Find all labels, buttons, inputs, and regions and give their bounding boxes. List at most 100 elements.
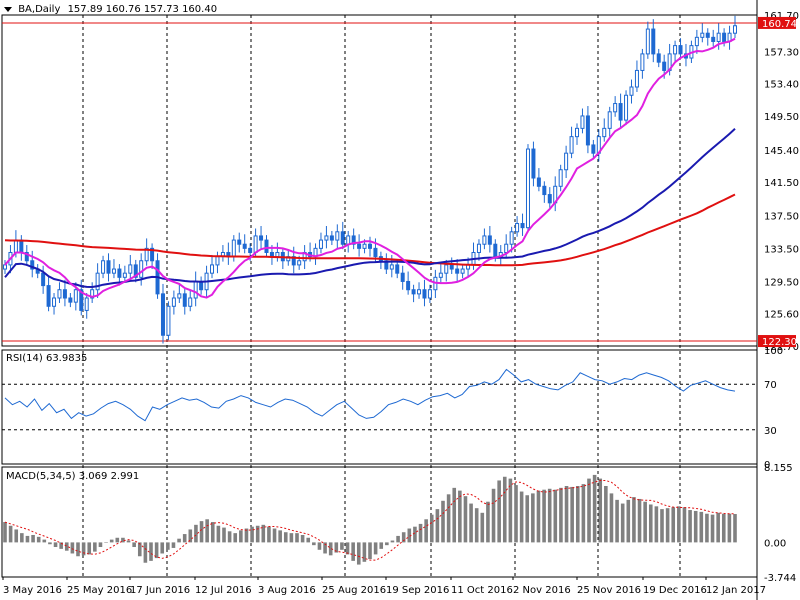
candle-body (733, 25, 737, 34)
macd-bar (64, 542, 69, 551)
price-axis-label: 125.60 (764, 310, 799, 321)
price-axis-label: 157.30 (764, 47, 799, 58)
candle-body (640, 53, 645, 71)
macd-bar (137, 542, 142, 557)
macd-bar (340, 542, 344, 550)
candle-body (210, 264, 215, 274)
macd-bar (463, 496, 468, 543)
candle-body (634, 69, 639, 88)
macd-axis-label: -3.744 (764, 573, 796, 584)
lower-line-tag-bg (758, 335, 796, 348)
candle-body (607, 111, 612, 129)
price-axis-label: 137.50 (764, 211, 799, 222)
candle-body (422, 289, 427, 299)
macd-bar (255, 525, 260, 543)
candle-body (3, 264, 7, 270)
time-axis-label: 12 Jul 2016 (195, 585, 252, 596)
macd-bar (31, 534, 35, 543)
candle-body (417, 289, 422, 295)
macd-bar (48, 542, 52, 545)
candle-body (624, 94, 629, 121)
macd-bar (244, 528, 249, 543)
macd-bar (632, 497, 636, 543)
macd-bar (8, 525, 13, 543)
candle-body (629, 86, 634, 96)
macd-bar (592, 474, 597, 543)
macd-label: MACD(5,34,5) 3.069 2.991 (6, 471, 140, 482)
candle-body (84, 297, 89, 311)
macd-bar (547, 488, 552, 543)
candle-body (79, 289, 84, 311)
candle-body (585, 115, 590, 146)
macd-bar (682, 507, 687, 543)
candle-body (455, 268, 460, 274)
candle-body (651, 28, 656, 55)
macd-bar (368, 542, 372, 560)
candle-body (335, 231, 340, 241)
macd-bar (407, 528, 412, 543)
macd-bar (362, 542, 367, 562)
macd-bar (98, 542, 103, 548)
rsi-panel[interactable] (2, 368, 757, 431)
macd-bar (177, 538, 181, 543)
macd-bar (76, 542, 80, 557)
candle-body (111, 268, 116, 274)
rsi-axis-label: 100 (764, 346, 783, 357)
candle-body (373, 247, 378, 258)
candle-body (694, 36, 699, 47)
candle-body (613, 103, 618, 113)
candle-body (673, 45, 678, 55)
candle-body (275, 251, 280, 258)
rsi-label: RSI(14) 63.9835 (6, 353, 88, 364)
triangle-down-icon[interactable] (4, 6, 12, 12)
macd-bar (508, 478, 513, 543)
candle-body (476, 243, 481, 253)
macd-bar (531, 493, 535, 543)
time-axis-label: 17 Jun 2016 (130, 585, 190, 596)
time-axis-label: 2 Nov 2016 (513, 585, 571, 596)
macd-bar (3, 522, 7, 543)
macd-bar (446, 494, 451, 543)
price-panel[interactable] (2, 15, 757, 344)
price-axis-label: 133.50 (764, 244, 799, 255)
macd-bar (536, 490, 541, 543)
time-axis-label: 19 Sep 2016 (386, 585, 449, 596)
candle-body (133, 264, 138, 278)
macd-bar (160, 542, 165, 554)
panel-frames (1, 0, 758, 600)
macd-bar (441, 500, 445, 543)
candle-body (90, 289, 95, 299)
candle-body (656, 53, 661, 63)
macd-bar (109, 539, 114, 543)
candle-body (711, 36, 716, 42)
macd-bar (575, 485, 580, 543)
candle-body (722, 32, 727, 42)
macd-bar (469, 503, 473, 543)
rsi-frame (1, 349, 758, 465)
macd-bar (154, 542, 159, 559)
candle-body (705, 32, 710, 38)
candle-body (493, 243, 498, 258)
macd-bar (435, 509, 440, 543)
candle-body (166, 305, 171, 336)
candle-body (30, 260, 35, 270)
candle-body (291, 256, 296, 266)
macd-bar (474, 508, 479, 543)
macd-bar (20, 533, 24, 543)
candle-body (357, 243, 362, 249)
price-axis-label: 141.50 (764, 178, 799, 189)
candle-body (297, 260, 302, 266)
candle-body (520, 223, 525, 229)
candle-body (558, 169, 563, 187)
rsi-line (4, 368, 736, 422)
macd-panel[interactable] (3, 474, 737, 565)
macd-bar (688, 510, 692, 543)
time-axis-label: 19 Dec 2016 (643, 585, 707, 596)
candle-body (482, 235, 487, 245)
candle-body (487, 235, 492, 245)
macd-bar (710, 514, 715, 543)
macd-bar (458, 490, 462, 543)
candle-body (400, 272, 405, 282)
price-axis-label: 121.70 (764, 342, 799, 353)
